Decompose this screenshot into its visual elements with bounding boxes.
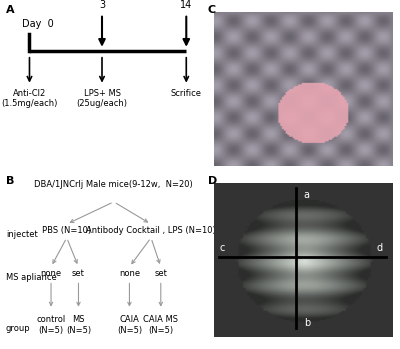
Text: Antibody Cocktail , LPS (N=10): Antibody Cocktail , LPS (N=10) bbox=[86, 227, 216, 236]
Text: Day  0: Day 0 bbox=[22, 19, 53, 29]
Text: injectet: injectet bbox=[6, 230, 38, 239]
Text: c: c bbox=[219, 243, 225, 253]
Text: group: group bbox=[6, 324, 30, 333]
Text: MS apliance: MS apliance bbox=[6, 273, 57, 282]
Text: 3: 3 bbox=[99, 0, 105, 10]
Text: CAIA MS
(N=5): CAIA MS (N=5) bbox=[143, 315, 178, 335]
Text: a: a bbox=[304, 190, 310, 200]
Text: set: set bbox=[72, 269, 85, 278]
Text: DBA/1JNCrlj Male mice(9-12w,  N=20): DBA/1JNCrlj Male mice(9-12w, N=20) bbox=[34, 180, 193, 188]
Text: PBS (N=10): PBS (N=10) bbox=[42, 227, 91, 236]
Text: control
(N=5): control (N=5) bbox=[36, 315, 66, 335]
Text: D: D bbox=[208, 176, 217, 186]
Text: B: B bbox=[6, 176, 14, 186]
Text: Anti-Cl2
(1.5mg/each): Anti-Cl2 (1.5mg/each) bbox=[1, 89, 58, 109]
Text: d: d bbox=[376, 243, 382, 253]
Text: Scrifice: Scrifice bbox=[171, 89, 202, 98]
Text: A: A bbox=[6, 5, 14, 15]
Text: C: C bbox=[208, 5, 216, 15]
Text: none: none bbox=[119, 269, 140, 278]
Text: CAIA
(N=5): CAIA (N=5) bbox=[117, 315, 142, 335]
Text: set: set bbox=[154, 269, 167, 278]
Text: LPS+ MS
(25ug/each): LPS+ MS (25ug/each) bbox=[76, 89, 128, 109]
Text: b: b bbox=[304, 318, 310, 328]
Text: 14: 14 bbox=[180, 0, 192, 10]
Text: none: none bbox=[40, 269, 62, 278]
Text: MS
(N=5): MS (N=5) bbox=[66, 315, 91, 335]
